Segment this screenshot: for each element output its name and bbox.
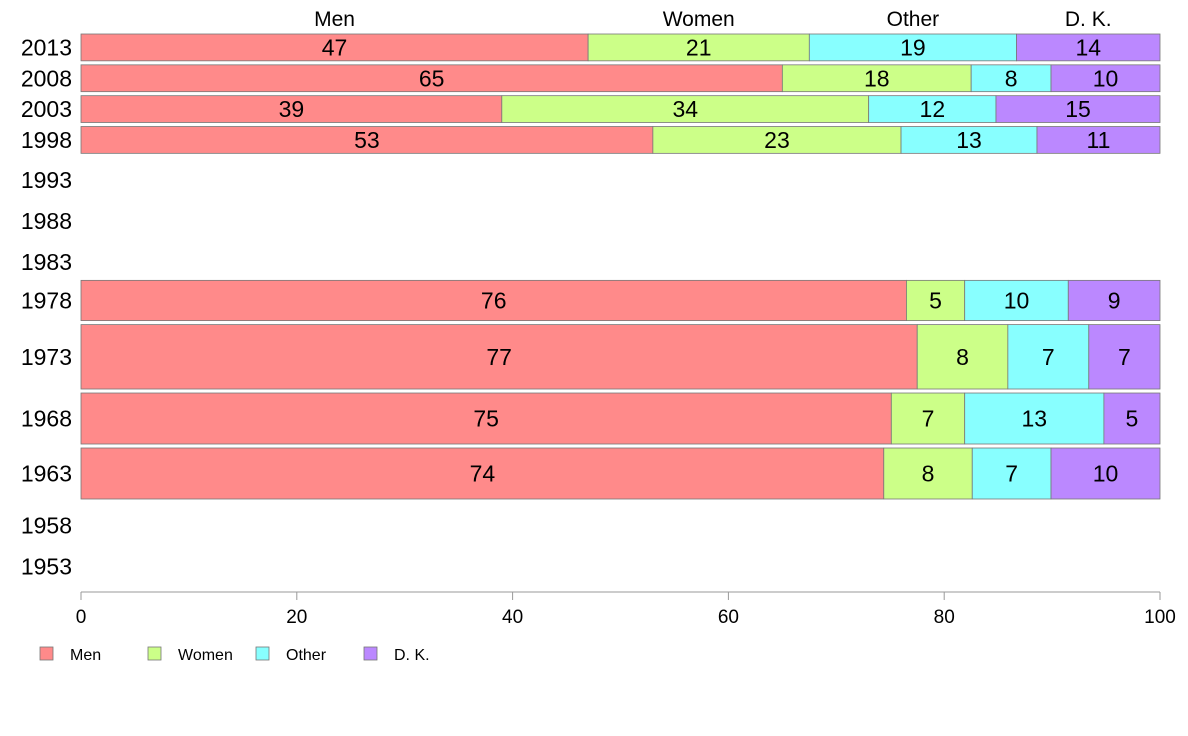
- bar-1963-dk: [1050, 447, 1161, 500]
- year-label-1958: 1958: [21, 513, 72, 539]
- year-label-1993: 1993: [21, 167, 72, 193]
- bar-1978-women: [906, 279, 966, 322]
- value-label-1978-other: 10: [1004, 287, 1030, 313]
- bar-1973-women: [916, 324, 1009, 390]
- column-header-men: Men: [314, 8, 355, 31]
- legend-label-other: Other: [286, 647, 327, 664]
- bar-1968-dk: [1103, 392, 1161, 445]
- x-tick-label-0: 0: [76, 607, 87, 628]
- value-label-1978-dk: 9: [1108, 287, 1121, 313]
- bar-1978-men: [80, 279, 907, 322]
- x-tick-label-100: 100: [1144, 607, 1176, 628]
- legend: Men Women Other D. K.: [39, 646, 430, 664]
- value-label-2013-dk: 14: [1075, 34, 1101, 60]
- value-label-2003-men: 39: [279, 96, 305, 122]
- year-label-2003: 2003: [21, 96, 72, 122]
- bar-2008-other: [970, 64, 1052, 93]
- year-label-1963: 1963: [21, 461, 72, 487]
- value-label-2008-men: 65: [419, 65, 445, 91]
- value-label-1978-men: 76: [481, 287, 507, 313]
- bar-1973-other: [1007, 324, 1090, 390]
- legend-swatch-men: [39, 646, 54, 661]
- value-label-2003-women: 34: [672, 96, 698, 122]
- value-label-1963-other: 7: [1005, 461, 1018, 487]
- bar-2013-women: [587, 33, 810, 62]
- value-label-2008-dk: 10: [1093, 65, 1119, 91]
- bar-1973-dk: [1088, 324, 1161, 390]
- bar-1968-other: [964, 392, 1105, 445]
- value-label-1963-dk: 10: [1093, 461, 1119, 487]
- value-label-1978-women: 5: [929, 287, 942, 313]
- bar-2008-dk: [1050, 64, 1161, 93]
- x-axis: 0 20 40 60 80 100: [76, 591, 1176, 628]
- bar-2008-women: [781, 64, 972, 93]
- bar-1998-women: [652, 126, 902, 154]
- value-label-1973-dk: 7: [1118, 344, 1131, 370]
- bar-2003-dk: [995, 95, 1161, 123]
- column-header-women: Women: [663, 8, 735, 31]
- year-label-1953: 1953: [21, 554, 72, 580]
- year-label-1968: 1968: [21, 406, 72, 432]
- legend-swatch-women: [147, 646, 162, 661]
- column-headers: Men Women Other D. K.: [314, 8, 1111, 31]
- bar-2003-men: [80, 95, 503, 123]
- value-label-1968-women: 7: [922, 406, 935, 432]
- bar-1978-other: [964, 279, 1069, 322]
- value-label-2013-other: 19: [900, 34, 926, 60]
- bar-2013-dk: [1016, 33, 1161, 62]
- legend-label-women: Women: [178, 647, 233, 664]
- value-label-1973-other: 7: [1042, 344, 1055, 370]
- bar-1998-men: [80, 126, 654, 154]
- column-header-dk: D. K.: [1065, 8, 1112, 31]
- column-header-other: Other: [887, 8, 940, 31]
- year-labels: 2013 2008 2003 1998 1993 1988 1983 1978 1973 1968…: [21, 34, 72, 579]
- bar-2013-men: [80, 33, 589, 62]
- bar-1963-other: [971, 447, 1052, 500]
- year-label-2013: 2013: [21, 34, 72, 60]
- value-label-1998-women: 23: [764, 127, 790, 153]
- value-label-1998-other: 13: [956, 127, 982, 153]
- value-label-1963-women: 8: [922, 461, 935, 487]
- value-label-1998-men: 53: [354, 127, 380, 153]
- bar-1998-dk: [1036, 126, 1161, 154]
- x-tick-label-40: 40: [502, 607, 523, 628]
- value-label-1973-women: 8: [956, 344, 969, 370]
- bar-2008-men: [80, 64, 783, 93]
- value-label-1973-men: 77: [486, 344, 512, 370]
- value-label-2013-women: 21: [686, 34, 712, 60]
- value-label-2008-women: 18: [864, 65, 890, 91]
- year-label-1973: 1973: [21, 344, 72, 370]
- year-label-1978: 1978: [21, 287, 72, 313]
- value-label-1968-other: 13: [1021, 406, 1047, 432]
- value-label-2003-dk: 15: [1065, 96, 1091, 122]
- year-label-1998: 1998: [21, 127, 72, 153]
- legend-swatch-dk: [363, 646, 378, 661]
- bar-1968-men: [80, 392, 892, 445]
- year-label-1988: 1988: [21, 208, 72, 234]
- year-label-1983: 1983: [21, 249, 72, 275]
- bar-2013-other: [808, 33, 1017, 62]
- value-label-1998-dk: 11: [1087, 127, 1111, 153]
- year-label-2008: 2008: [21, 65, 72, 91]
- value-label-1968-dk: 5: [1126, 406, 1139, 432]
- legend-label-dk: D. K.: [394, 647, 430, 664]
- bar-2003-women: [501, 95, 870, 123]
- value-label-2003-other: 12: [920, 96, 946, 122]
- legend-swatch-other: [255, 646, 270, 661]
- value-label-1963-men: 74: [470, 461, 496, 487]
- bar-1963-men: [80, 447, 885, 500]
- legend-label-men: Men: [70, 647, 101, 664]
- bar-1973-men: [80, 324, 918, 390]
- value-label-2013-men: 47: [322, 34, 348, 60]
- value-label-1968-men: 75: [473, 406, 499, 432]
- x-tick-label-20: 20: [286, 607, 307, 628]
- x-tick-label-80: 80: [934, 607, 955, 628]
- value-label-2008-other: 8: [1005, 65, 1018, 91]
- x-tick-label-60: 60: [718, 607, 739, 628]
- bar-1978-dk: [1067, 279, 1161, 322]
